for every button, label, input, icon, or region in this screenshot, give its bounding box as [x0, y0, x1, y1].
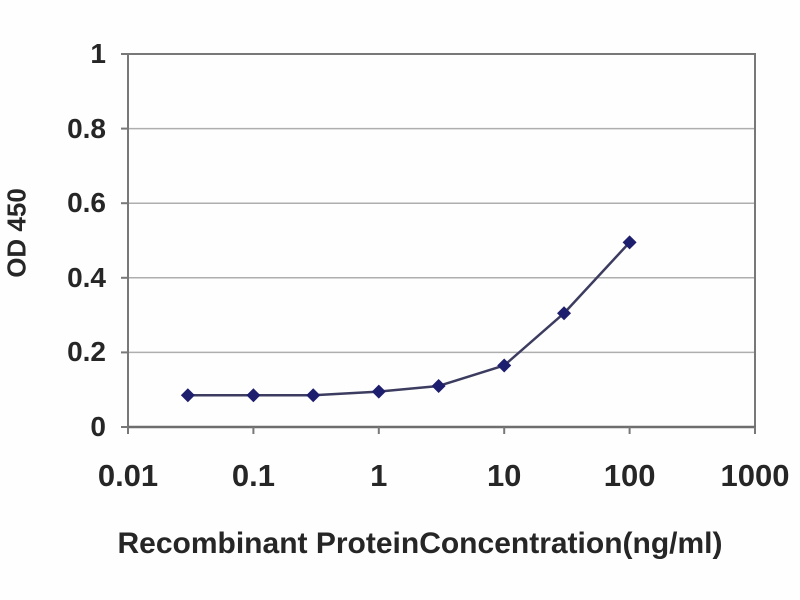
series-line: [186, 241, 631, 397]
data-point-marker: [431, 378, 446, 393]
x-axis-tick-label: 0.01: [97, 458, 159, 493]
data-point-marker: [622, 235, 637, 250]
data-point-marker: [180, 388, 195, 403]
data-point-marker: [497, 358, 512, 373]
x-axis-tick-label: 1: [370, 458, 388, 493]
data-point-marker: [557, 306, 572, 321]
x-axis-tick-label: 1000: [720, 458, 790, 493]
x-axis-tick-label: 0.1: [231, 458, 275, 493]
x-axis-tick-label: 10: [486, 458, 522, 493]
y-axis-tick-label: 0.4: [67, 261, 106, 293]
x-axis-title: Recombinant ProteinConcentration(ng/ml): [117, 527, 723, 560]
data-point-marker: [306, 388, 321, 403]
x-axis-tick-label: 100: [603, 458, 656, 493]
data-point-marker: [371, 384, 386, 399]
y-axis-tick-label: 1: [90, 38, 106, 69]
plot-border: [127, 53, 756, 428]
y-axis-tick-label: 0.2: [67, 336, 106, 368]
data-point-marker: [246, 388, 261, 403]
y-axis-tick-label: 0.6: [67, 187, 106, 219]
y-axis-tick-label: 0: [90, 411, 106, 442]
y-axis-title: OD 450: [1, 188, 32, 278]
y-axis-tick-label: 0.8: [67, 112, 106, 144]
